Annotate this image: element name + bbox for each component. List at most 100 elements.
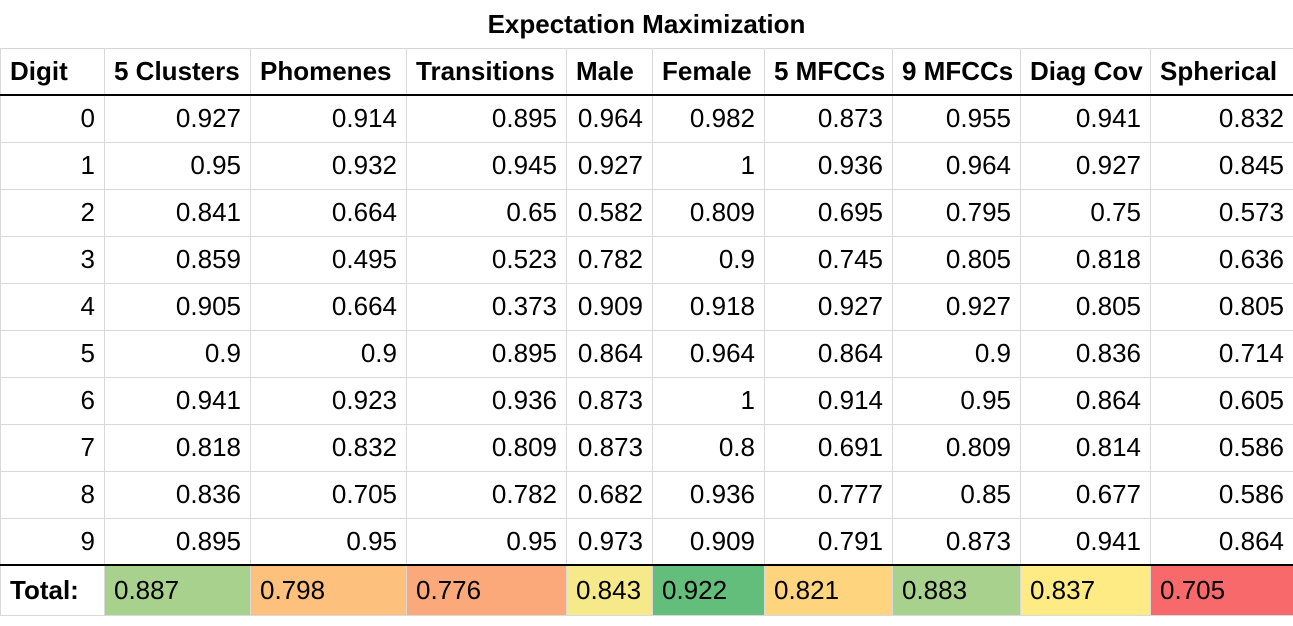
digit-cell[interactable]: 3 xyxy=(0,236,105,284)
value-cell[interactable]: 0.905 xyxy=(104,283,251,331)
value-cell[interactable]: 0.864 xyxy=(1150,518,1293,566)
value-cell[interactable]: 0.805 xyxy=(1020,283,1151,331)
value-cell[interactable]: 0.864 xyxy=(566,330,653,378)
value-cell[interactable]: 0.909 xyxy=(566,283,653,331)
value-cell[interactable]: 0.8 xyxy=(652,424,765,472)
value-cell[interactable]: 0.9 xyxy=(250,330,407,378)
total-cell[interactable]: 0.887 xyxy=(104,564,251,616)
total-cell[interactable]: 0.837 xyxy=(1020,564,1151,616)
value-cell[interactable]: 0.809 xyxy=(652,189,765,237)
column-header[interactable]: Male xyxy=(566,48,653,96)
value-cell[interactable]: 0.909 xyxy=(652,518,765,566)
value-cell[interactable]: 0.805 xyxy=(892,236,1021,284)
value-cell[interactable]: 0.75 xyxy=(1020,189,1151,237)
value-cell[interactable]: 0.95 xyxy=(406,518,567,566)
value-cell[interactable]: 0.945 xyxy=(406,142,567,190)
value-cell[interactable]: 0.664 xyxy=(250,283,407,331)
value-cell[interactable]: 0.964 xyxy=(566,95,653,143)
value-cell[interactable]: 0.95 xyxy=(250,518,407,566)
value-cell[interactable]: 0.795 xyxy=(892,189,1021,237)
digit-cell[interactable]: 0 xyxy=(0,95,105,143)
digit-cell[interactable]: 7 xyxy=(0,424,105,472)
value-cell[interactable]: 0.873 xyxy=(566,424,653,472)
value-cell[interactable]: 0.927 xyxy=(764,283,893,331)
column-header[interactable]: 5 Clusters xyxy=(104,48,251,96)
column-header[interactable]: 5 MFCCs xyxy=(764,48,893,96)
value-cell[interactable]: 0.941 xyxy=(1020,95,1151,143)
value-cell[interactable]: 0.927 xyxy=(104,95,251,143)
total-cell[interactable]: 0.705 xyxy=(1150,564,1293,616)
value-cell[interactable]: 0.832 xyxy=(250,424,407,472)
value-cell[interactable]: 0.523 xyxy=(406,236,567,284)
total-cell[interactable]: 0.821 xyxy=(764,564,893,616)
total-label[interactable]: Total: xyxy=(0,564,105,616)
value-cell[interactable]: 0.745 xyxy=(764,236,893,284)
total-cell[interactable]: 0.922 xyxy=(652,564,765,616)
value-cell[interactable]: 0.586 xyxy=(1150,424,1293,472)
value-cell[interactable]: 0.805 xyxy=(1150,283,1293,331)
value-cell[interactable]: 0.495 xyxy=(250,236,407,284)
value-cell[interactable]: 0.782 xyxy=(406,471,567,519)
value-cell[interactable]: 0.864 xyxy=(764,330,893,378)
value-cell[interactable]: 0.573 xyxy=(1150,189,1293,237)
value-cell[interactable]: 0.9 xyxy=(652,236,765,284)
value-cell[interactable]: 0.873 xyxy=(892,518,1021,566)
value-cell[interactable]: 0.845 xyxy=(1150,142,1293,190)
digit-cell[interactable]: 4 xyxy=(0,283,105,331)
value-cell[interactable]: 0.936 xyxy=(764,142,893,190)
value-cell[interactable]: 0.809 xyxy=(892,424,1021,472)
value-cell[interactable]: 0.809 xyxy=(406,424,567,472)
digit-cell[interactable]: 8 xyxy=(0,471,105,519)
column-header[interactable]: Female xyxy=(652,48,765,96)
value-cell[interactable]: 0.941 xyxy=(104,377,251,425)
value-cell[interactable]: 0.832 xyxy=(1150,95,1293,143)
value-cell[interactable]: 0.941 xyxy=(1020,518,1151,566)
value-cell[interactable]: 0.677 xyxy=(1020,471,1151,519)
value-cell[interactable]: 0.85 xyxy=(892,471,1021,519)
digit-cell[interactable]: 1 xyxy=(0,142,105,190)
digit-cell[interactable]: 9 xyxy=(0,518,105,566)
digit-cell[interactable]: 2 xyxy=(0,189,105,237)
column-header[interactable]: Spherical xyxy=(1150,48,1293,96)
value-cell[interactable]: 0.895 xyxy=(406,95,567,143)
value-cell[interactable]: 0.777 xyxy=(764,471,893,519)
value-cell[interactable]: 0.932 xyxy=(250,142,407,190)
digit-cell[interactable]: 5 xyxy=(0,330,105,378)
value-cell[interactable]: 0.964 xyxy=(892,142,1021,190)
value-cell[interactable]: 0.791 xyxy=(764,518,893,566)
value-cell[interactable]: 0.859 xyxy=(104,236,251,284)
total-cell[interactable]: 0.798 xyxy=(250,564,407,616)
value-cell[interactable]: 0.895 xyxy=(104,518,251,566)
value-cell[interactable]: 0.864 xyxy=(1020,377,1151,425)
value-cell[interactable]: 0.636 xyxy=(1150,236,1293,284)
value-cell[interactable]: 1 xyxy=(652,377,765,425)
column-header[interactable]: Diag Cov xyxy=(1020,48,1151,96)
value-cell[interactable]: 0.927 xyxy=(892,283,1021,331)
value-cell[interactable]: 0.927 xyxy=(566,142,653,190)
value-cell[interactable]: 0.841 xyxy=(104,189,251,237)
value-cell[interactable]: 0.682 xyxy=(566,471,653,519)
value-cell[interactable]: 0.705 xyxy=(250,471,407,519)
value-cell[interactable]: 0.605 xyxy=(1150,377,1293,425)
column-header[interactable]: 9 MFCCs xyxy=(892,48,1021,96)
value-cell[interactable]: 0.582 xyxy=(566,189,653,237)
value-cell[interactable]: 0.914 xyxy=(764,377,893,425)
value-cell[interactable]: 0.936 xyxy=(652,471,765,519)
column-header[interactable]: Digit xyxy=(0,48,105,96)
value-cell[interactable]: 0.814 xyxy=(1020,424,1151,472)
value-cell[interactable]: 0.923 xyxy=(250,377,407,425)
value-cell[interactable]: 0.964 xyxy=(652,330,765,378)
value-cell[interactable]: 0.936 xyxy=(406,377,567,425)
value-cell[interactable]: 0.836 xyxy=(1020,330,1151,378)
value-cell[interactable]: 0.873 xyxy=(764,95,893,143)
total-cell[interactable]: 0.776 xyxy=(406,564,567,616)
value-cell[interactable]: 0.714 xyxy=(1150,330,1293,378)
value-cell[interactable]: 0.9 xyxy=(892,330,1021,378)
value-cell[interactable]: 0.895 xyxy=(406,330,567,378)
value-cell[interactable]: 0.95 xyxy=(104,142,251,190)
value-cell[interactable]: 1 xyxy=(652,142,765,190)
value-cell[interactable]: 0.873 xyxy=(566,377,653,425)
value-cell[interactable]: 0.955 xyxy=(892,95,1021,143)
column-header[interactable]: Phomenes xyxy=(250,48,407,96)
value-cell[interactable]: 0.782 xyxy=(566,236,653,284)
